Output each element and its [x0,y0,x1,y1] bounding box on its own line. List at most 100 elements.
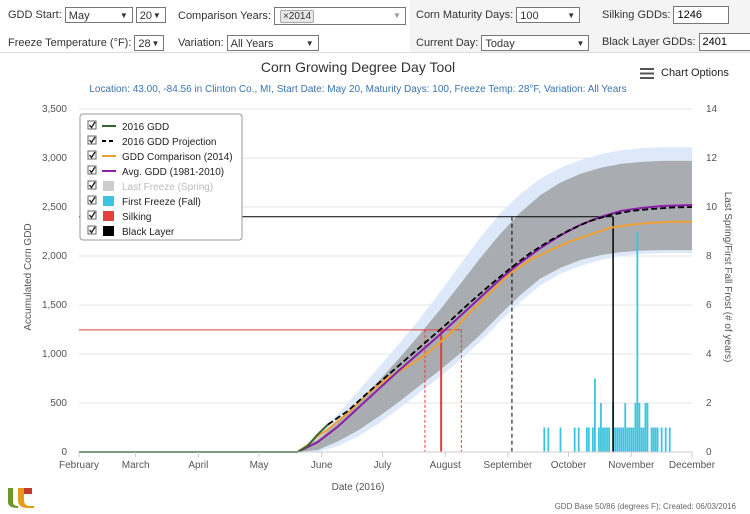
current-day-control: Current Day: Today ▼ [416,35,590,51]
avg-gdd-line [79,204,693,453]
black-layer-gdds-input[interactable] [698,33,750,51]
freeze-temp-select[interactable]: 28 ▼ [134,35,165,51]
first-freeze-bar [602,427,604,452]
chevron-down-icon: ▼ [576,39,585,48]
legend-checkbox [87,180,97,190]
first-freeze-bar [604,427,606,452]
x-tick-label: September [483,460,533,471]
y-tick-label: 0 [61,447,67,458]
first-freeze-bar [664,427,667,452]
checkmark-icon [88,166,96,174]
legend-item[interactable]: Last Freeze (Spring) [87,180,213,193]
legend-checkbox [87,165,97,175]
checkmark-icon [88,121,96,129]
freeze-temp-control: Freeze Temperature (°F): 28 ▼ [8,35,165,51]
comparison-years-control: Comparison Years: ×2014 ▼ [178,7,406,25]
legend-item[interactable]: 2016 GDD [87,120,169,133]
first-freeze-bar [640,427,643,452]
gdd-start-month-select[interactable]: May ▼ [64,7,133,23]
first-freeze-bar [654,427,657,452]
gdd-start-control: GDD Start: May ▼ 20 ▼ [8,7,166,23]
remove-chip-icon[interactable]: × [282,11,289,22]
x-tick-label: August [430,460,461,471]
gdd-start-month-value: May [68,10,90,22]
checkmark-icon [88,196,96,204]
legend-item[interactable]: Black Layer [87,225,175,238]
silking-gdds-input[interactable] [673,6,730,24]
comparison-years-label: Comparison Years: [178,10,271,22]
x-tick-label: April [188,460,208,471]
legend-swatch [103,196,114,206]
first-freeze-bar [593,378,596,452]
x-tick-label: June [311,460,333,471]
checkmark-icon [88,226,96,234]
first-freeze-bar [618,427,621,452]
comparison-year-chip-label: 2014 [288,11,312,22]
y-tick-label: 3,000 [42,153,67,164]
legend-item[interactable]: GDD Comparison (2014) [87,150,233,163]
first-freeze-bar [656,427,659,452]
chart-title: Corn Growing Degree Day Tool [261,59,455,75]
comparison-year-chip[interactable]: ×2014 [279,10,315,23]
corn-maturity-label: Corn Maturity Days: [416,9,514,21]
legend-label: Last Freeze (Spring) [122,182,213,193]
chevron-down-icon: ▼ [151,39,160,48]
x-tick-label: March [122,460,150,471]
first-freeze-bar [620,427,623,452]
chart-legend: 2016 GDD 2016 GDD Projection GDD Compariso… [79,113,243,241]
legend-box [79,113,243,241]
checkmark-icon [88,136,96,144]
legend-checkbox [87,120,97,130]
y-tick-label: 1,500 [42,300,67,311]
legend-item[interactable]: First Freeze (Fall) [87,195,201,208]
y2-tick-label: 2 [706,398,712,409]
gdd-2016-line [79,423,329,453]
corn-maturity-select[interactable]: 100 ▼ [516,7,581,23]
first-freeze-bar [622,427,625,452]
first-freeze-bar [644,403,647,452]
chart-footer: GDD Base 50/86 (degrees F); Created: 06/… [554,502,736,511]
variation-label: Variation: [178,37,224,49]
variation-value: All Years [230,38,274,50]
corn-maturity-control: Corn Maturity Days: 100 ▼ [416,7,581,23]
legend-label: First Freeze (Fall) [122,197,201,208]
legend-checkbox [87,225,97,235]
legend-item[interactable]: 2016 GDD Projection [87,135,217,148]
gdd-start-day-value: 20 [139,10,153,22]
silking-gdds-control: Silking GDDs: [602,6,730,24]
first-freeze-bar [559,427,562,452]
checkmark-icon [88,151,96,159]
chevron-down-icon: ▼ [152,11,161,20]
first-freeze-bar [638,403,641,452]
first-freeze-bar [650,427,653,452]
legend-label: 2016 GDD Projection [122,137,217,148]
y2-tick-label: 10 [706,202,718,213]
chart-options-button[interactable]: Chart Options [640,67,729,79]
first-freeze-bar [616,427,619,452]
first-freeze-bar [634,403,637,452]
x-tick-label: November [608,460,655,471]
variation-select[interactable]: All Years ▼ [226,35,319,51]
comparison-years-multiselect[interactable]: ×2014 ▼ [273,7,406,25]
legend-checkbox [87,210,97,220]
gdd-start-day-select[interactable]: 20 ▼ [135,7,166,23]
black-layer-gdds-control: Black Layer GDDs: [602,33,750,51]
first-freeze-bar [660,427,663,452]
legend-checkbox [87,135,97,145]
first-freeze-bar [626,427,629,452]
legend-swatch [103,181,114,191]
x-tick-label: May [250,460,269,471]
legend-item[interactable]: Silking [87,210,151,223]
legend-checkbox [87,195,97,205]
legend-item[interactable]: Avg. GDD (1981-2010) [87,165,224,178]
legend-label: GDD Comparison (2014) [122,152,233,163]
first-freeze-bar [573,427,576,452]
y-axis-title: Accumulated Corn GDD [23,223,34,330]
x-tick-label: October [551,460,587,471]
first-freeze-bar [591,427,594,452]
y-tick-label: 1,000 [42,349,67,360]
current-day-select[interactable]: Today ▼ [481,35,590,51]
x-tick-label: July [374,460,392,471]
first-freeze-bar [646,403,649,452]
chevron-down-icon: ▼ [393,11,401,20]
